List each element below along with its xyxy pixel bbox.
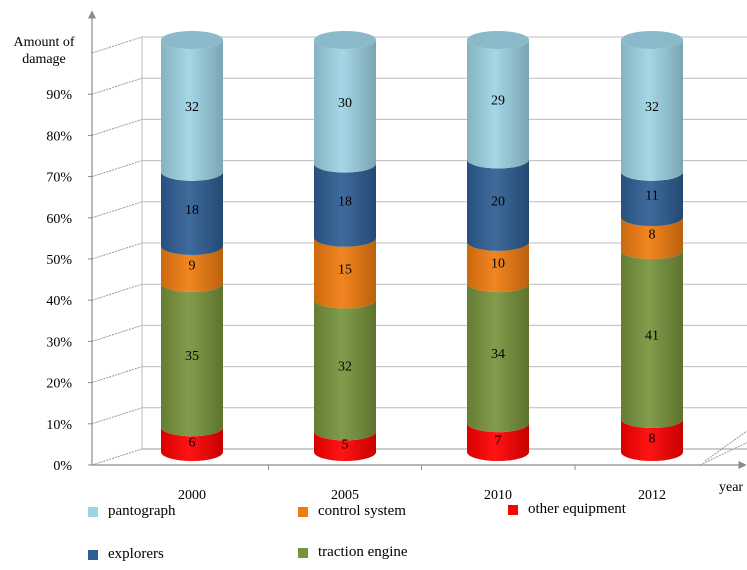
bar-top-cap <box>161 31 223 49</box>
data-label: 32 <box>185 100 199 115</box>
gridline-side <box>91 407 143 425</box>
data-label: 5 <box>342 438 349 453</box>
data-label: 18 <box>185 203 199 218</box>
bar-segment-pantograph <box>621 40 683 181</box>
bar-segment-control-system <box>314 237 376 309</box>
bar-top-cap <box>621 31 683 49</box>
data-label: 10 <box>491 256 505 271</box>
bar-segment-other-equipment <box>314 431 376 461</box>
gridline-side <box>91 242 143 260</box>
bar-segment-control-system <box>161 246 223 293</box>
bar-segment-explorers <box>467 159 529 251</box>
gridline-side <box>91 201 143 219</box>
bar-segment-explorers <box>621 171 683 227</box>
data-label: 20 <box>491 195 505 210</box>
floor-right-edge <box>699 442 747 466</box>
bar-segment-other-equipment <box>467 423 529 461</box>
bar-segment-pantograph <box>161 40 223 181</box>
bar-2000: 6 35 9 18 32 <box>161 31 223 461</box>
data-label: 35 <box>185 349 199 364</box>
data-label: 29 <box>491 94 505 109</box>
gridline-side <box>91 36 143 54</box>
y-tick-label: 0% <box>53 459 72 474</box>
y-tick-label: 20% <box>46 377 72 392</box>
bar-segment-pantograph <box>467 40 529 169</box>
data-label: 8 <box>649 228 656 243</box>
x-tick-label: 2005 <box>331 488 359 503</box>
y-tick-label: 80% <box>46 129 72 144</box>
y-tick-label: 40% <box>46 294 72 309</box>
bar-top-cap <box>467 31 529 49</box>
bar-segment-other-equipment <box>621 419 683 461</box>
y-tick-label: 30% <box>46 335 72 350</box>
data-label: 8 <box>649 432 656 447</box>
bar-top-cap <box>314 31 376 49</box>
x-axis-label: year <box>719 480 743 495</box>
y-tick-label: 50% <box>46 253 72 268</box>
y-tick-label: 70% <box>46 171 72 186</box>
data-label: 11 <box>645 189 658 204</box>
data-label: 30 <box>338 96 352 111</box>
data-label: 34 <box>491 347 505 362</box>
data-label: 41 <box>645 329 659 344</box>
bar-segment-explorers <box>314 163 376 247</box>
y-tick-label: 60% <box>46 212 72 227</box>
bar-segment-explorers <box>161 171 223 255</box>
gridline-side <box>91 324 143 342</box>
bar-segment-pantograph <box>314 40 376 173</box>
bar-segment-other-equipment <box>161 427 223 461</box>
y-tick-label: 10% <box>46 418 72 433</box>
bar-2010: 7 34 10 20 29 <box>467 31 529 461</box>
gridline-side <box>91 118 143 136</box>
bar-segment-traction-engine <box>314 299 376 441</box>
gridline-side <box>91 366 143 384</box>
bar-2005: 5 32 15 18 30 <box>314 31 376 461</box>
x-tick-label: 2012 <box>638 488 666 503</box>
data-label: 32 <box>645 100 659 115</box>
bar-2012: 8 41 8 11 32 <box>621 31 683 461</box>
data-label: 32 <box>338 359 352 374</box>
data-label: 18 <box>338 195 352 210</box>
data-label: 15 <box>338 263 352 278</box>
bar-segment-traction-engine <box>161 283 223 437</box>
gridline-side <box>91 160 143 178</box>
gridline-side <box>91 283 143 301</box>
y-tick-label: 90% <box>46 88 72 103</box>
x-tick-label: 2000 <box>178 488 206 503</box>
floor-hatch <box>704 430 747 462</box>
data-label: 6 <box>189 436 196 451</box>
bar-segment-traction-engine <box>621 250 683 429</box>
gridline-side <box>91 77 143 95</box>
x-tick-label: 2010 <box>484 488 512 503</box>
bar-segment-control-system <box>467 241 529 293</box>
gridline-side <box>91 448 143 466</box>
data-label: 9 <box>189 259 196 274</box>
bar-segment-control-system <box>621 217 683 260</box>
y-axis-label: Amount of damage <box>13 35 74 67</box>
bar-segment-traction-engine <box>467 283 529 433</box>
data-label: 7 <box>495 434 502 449</box>
